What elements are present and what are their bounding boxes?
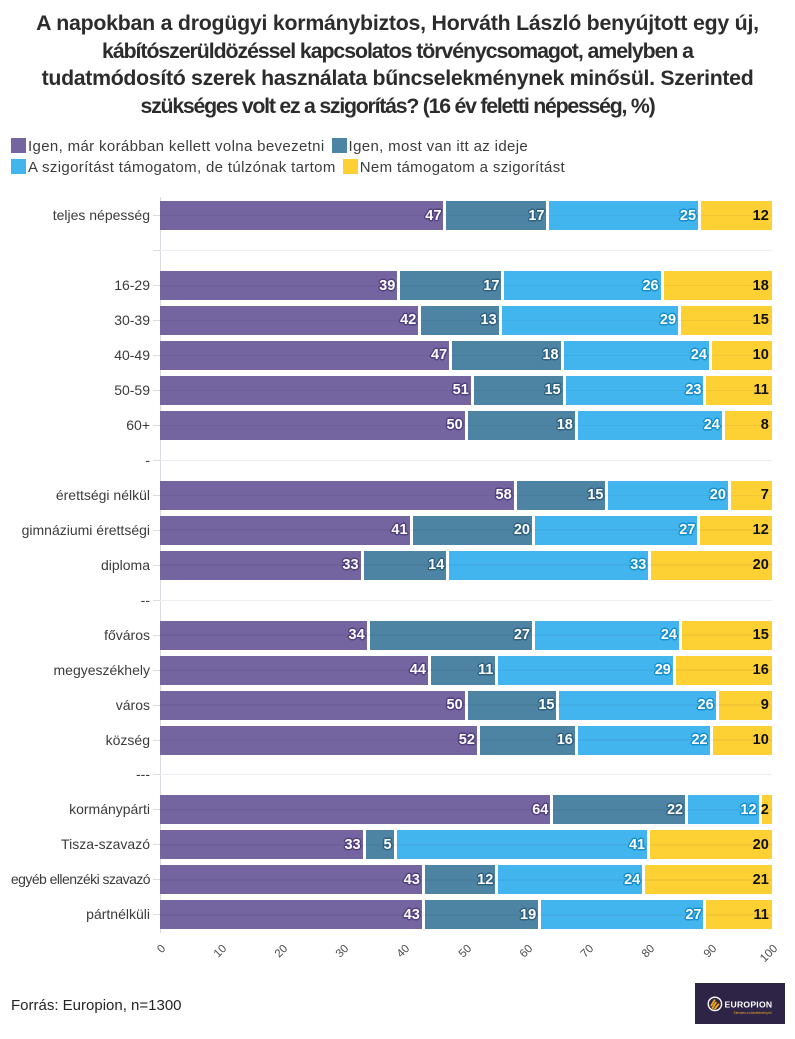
svg-text:EUROPION: EUROPION bbox=[725, 1000, 773, 1010]
svg-text:Elemzés a közvéleményről: Elemzés a közvéleményről bbox=[734, 1011, 772, 1015]
